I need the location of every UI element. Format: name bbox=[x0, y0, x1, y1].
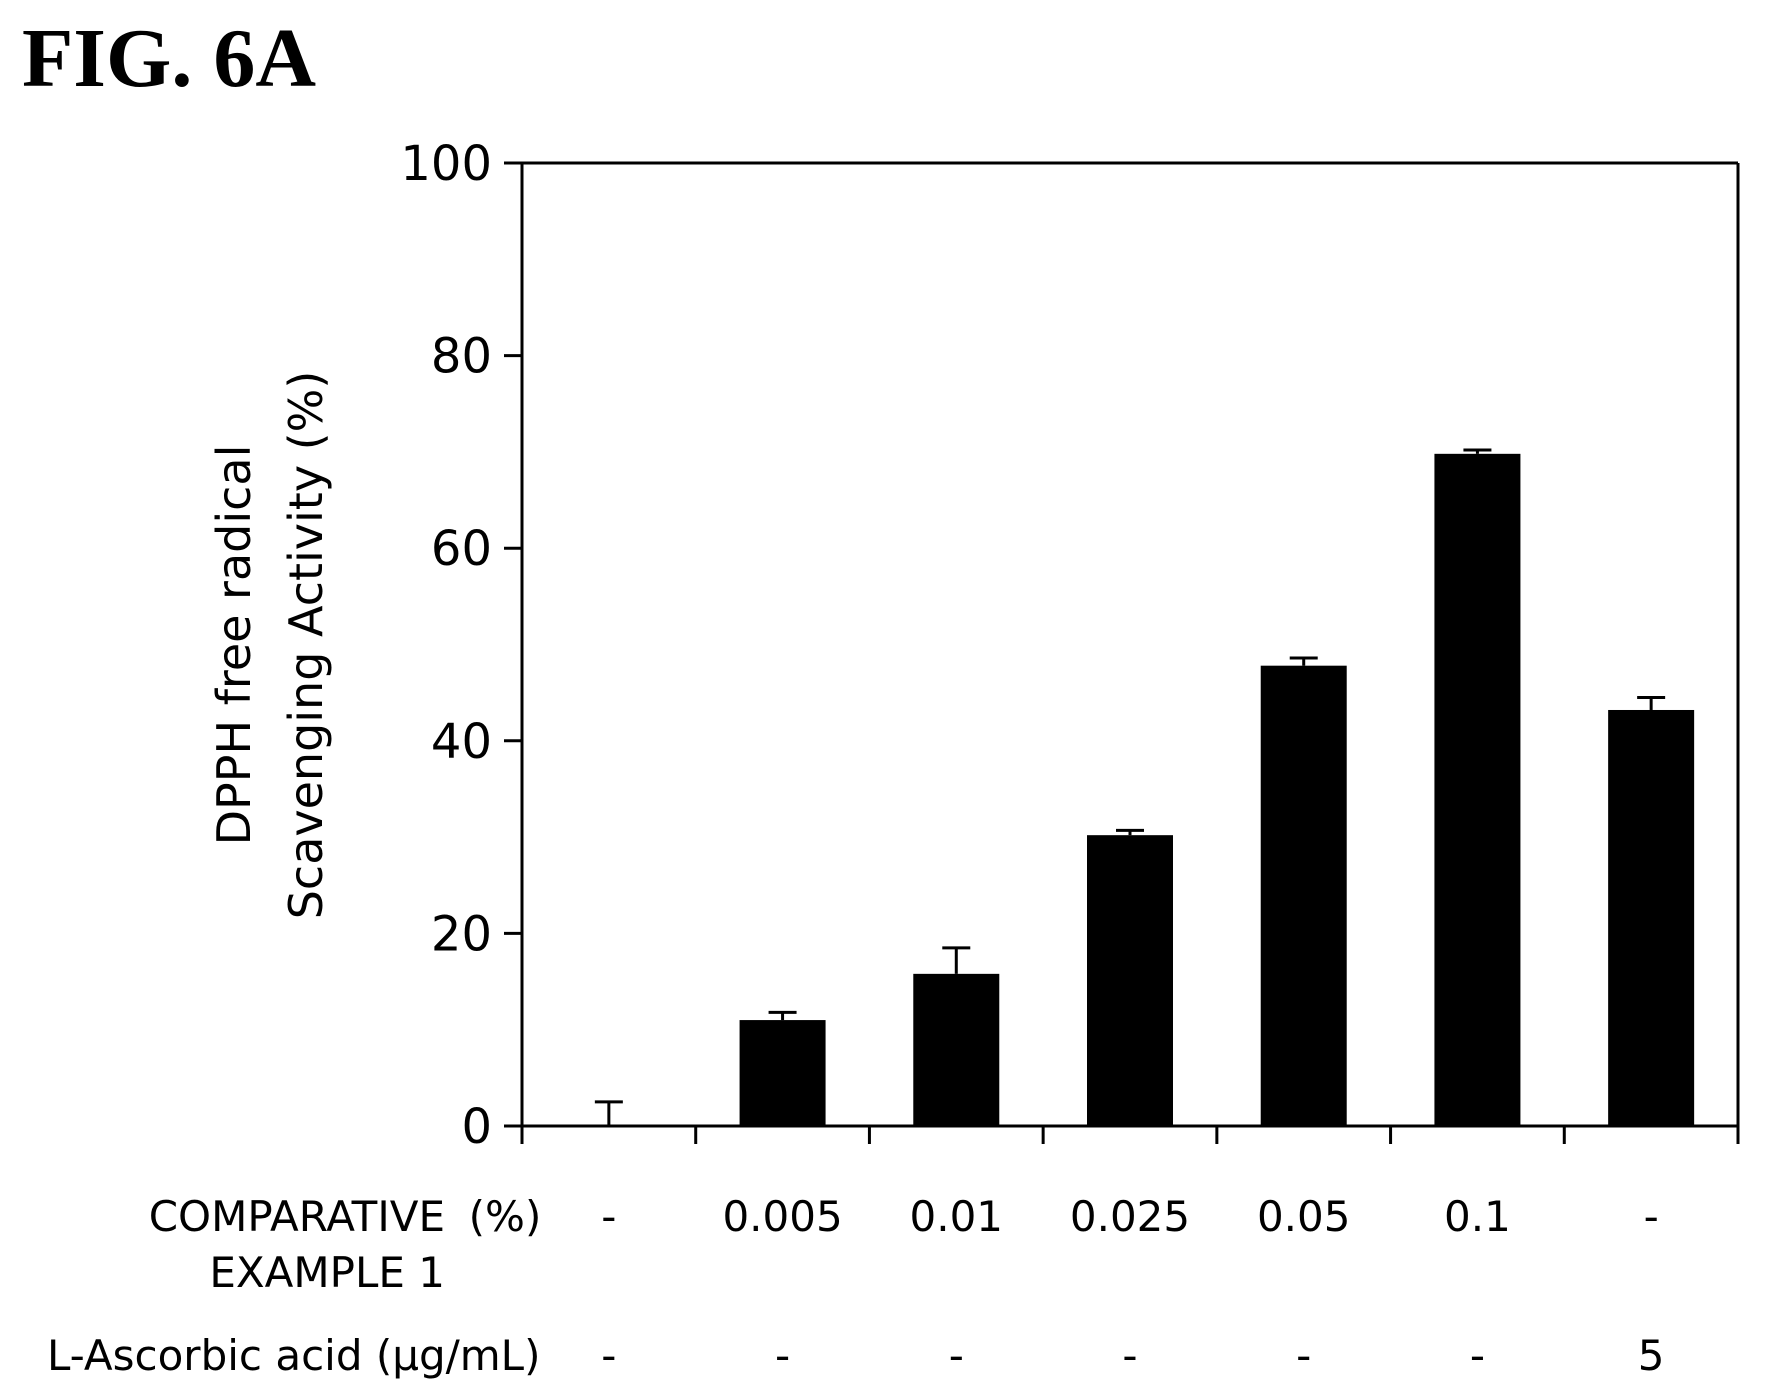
ascorbic-acid-value: - bbox=[775, 1331, 790, 1380]
y-tick-label: 60 bbox=[431, 521, 492, 577]
plot-frame bbox=[520, 161, 1740, 1144]
bar bbox=[1434, 453, 1521, 1126]
comparative-example-value: 0.005 bbox=[722, 1192, 842, 1241]
y-tick-label: 20 bbox=[431, 906, 492, 962]
bar bbox=[739, 1020, 826, 1126]
ascorbic-acid-value: - bbox=[949, 1331, 964, 1380]
comparative-example-value: - bbox=[1644, 1192, 1659, 1241]
comparative-example-value: 0.01 bbox=[910, 1192, 1004, 1241]
condition-table: COMPARATIVE EXAMPLE 1 (%) - 0.005 0.01 0.025 0.… bbox=[47, 1192, 1665, 1380]
bar bbox=[913, 973, 1000, 1126]
bar bbox=[1608, 709, 1695, 1126]
error-bars bbox=[594, 448, 1666, 1126]
ascorbic-acid-value: - bbox=[1122, 1331, 1137, 1380]
y-axis-ticks: 0 20 40 60 80 100 bbox=[400, 136, 522, 1155]
ascorbic-acid-value: - bbox=[1470, 1331, 1485, 1380]
comparative-example-value: 0.025 bbox=[1070, 1192, 1190, 1241]
y-tick-label: 100 bbox=[400, 136, 492, 192]
comparative-example-unit: (%) bbox=[469, 1192, 542, 1241]
ascorbic-acid-value: 5 bbox=[1638, 1331, 1665, 1380]
ascorbic-acid-value: - bbox=[1296, 1331, 1311, 1380]
comparative-example-label: EXAMPLE 1 bbox=[209, 1248, 445, 1297]
y-tick-label: 40 bbox=[431, 714, 492, 770]
y-tick-label: 0 bbox=[461, 1099, 492, 1155]
y-axis-title-line: DPPH free radical bbox=[207, 445, 261, 846]
y-axis-title-group: DPPH free radical Scavenging Activity (%) bbox=[207, 371, 333, 920]
comparative-example-value: 0.1 bbox=[1444, 1192, 1511, 1241]
y-axis-title: DPPH free radical Scavenging Activity (%) bbox=[207, 371, 333, 920]
ascorbic-acid-value: - bbox=[601, 1331, 616, 1380]
bar bbox=[1260, 665, 1347, 1126]
bars bbox=[739, 453, 1695, 1126]
y-axis-title-line: Scavenging Activity (%) bbox=[279, 371, 333, 920]
comparative-example-value: 0.05 bbox=[1257, 1192, 1351, 1241]
comparative-example-label: COMPARATIVE bbox=[149, 1192, 445, 1241]
bar bbox=[1087, 835, 1173, 1126]
y-tick-label: 80 bbox=[431, 329, 492, 385]
ascorbic-acid-label: L-Ascorbic acid (μg/mL) bbox=[47, 1331, 540, 1380]
comparative-example-value: - bbox=[601, 1192, 616, 1241]
figure-title: FIG. 6A bbox=[22, 12, 316, 105]
